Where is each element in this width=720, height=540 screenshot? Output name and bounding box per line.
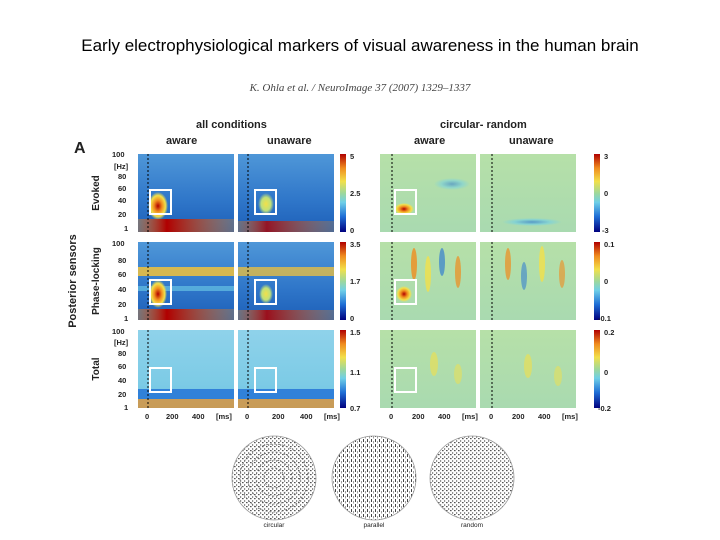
colorbar-tick: 0.1 [604, 240, 615, 249]
colorbar-tick: -0.2 [598, 404, 611, 413]
colorbar-tick: 3.5 [350, 240, 361, 249]
figure-citation: K. Ohla et al. / NeuroImage 37 (2007) 13… [249, 82, 471, 94]
heatmap-evoked-cr-unaware [480, 154, 576, 232]
y-tick: 1 [124, 403, 129, 412]
row-label-phase-locking: Phase-locking [91, 247, 102, 315]
y-tick: 80 [118, 172, 127, 181]
heatmap-grid [138, 154, 600, 408]
col-title-aware-right: aware [414, 135, 446, 147]
colorbar-phase-cr [594, 242, 600, 320]
stimulus-caption-circular: circular [263, 522, 285, 529]
colorbar-tick: 0 [350, 314, 355, 323]
stimulus-caption-parallel: parallel [363, 522, 385, 529]
colorbar-tick: 0.7 [350, 404, 361, 413]
x-tick: 200 [412, 412, 425, 421]
colorbar-total-cr [594, 330, 600, 408]
y-tick: 100 [112, 150, 125, 159]
group-title-all-conditions: all conditions [196, 119, 267, 131]
y-tick: [Hz] [114, 338, 129, 347]
figure-panel-a: A all conditions circular- random aware … [62, 114, 622, 430]
colorbar-evoked-all [340, 154, 346, 232]
colorbar-tick: -0.1 [598, 314, 611, 323]
colorbar-tick: 1.5 [350, 328, 361, 337]
colorbar-total-all [340, 330, 346, 408]
x-tick: [ms] [562, 412, 578, 421]
heatmap-total-all-aware [138, 330, 234, 408]
stimulus-caption-random: random [460, 522, 484, 529]
x-tick: 0 [489, 412, 494, 421]
y-tick: 20 [118, 390, 127, 399]
stimulus-discs [231, 435, 515, 521]
panel-letter: A [74, 140, 86, 157]
group-title-circular-random: circular- random [440, 119, 527, 131]
heatmap-total-cr-aware [380, 330, 476, 408]
heatmap-evoked-all-aware [138, 154, 234, 232]
colorbar-tick: 5 [350, 152, 355, 161]
colorbar-phase-all [340, 242, 346, 320]
x-tick: 200 [166, 412, 179, 421]
y-tick: 40 [118, 376, 127, 385]
x-tick: 200 [512, 412, 525, 421]
y-tick: 1 [124, 224, 129, 233]
colorbar-tick: 0.2 [604, 328, 615, 337]
slide-title: Early electrophysiological markers of vi… [81, 36, 639, 55]
x-tick: [ms] [216, 412, 232, 421]
colorbar-tick: 0 [604, 368, 609, 377]
y-tick: 40 [118, 196, 127, 205]
colorbar-tick: 0 [604, 277, 609, 286]
y-tick: 40 [118, 285, 127, 294]
heatmap-evoked-cr-aware [380, 154, 476, 232]
x-tick: [ms] [324, 412, 340, 421]
heatmap-phase-cr-unaware [480, 242, 576, 320]
colorbar-tick: 0 [350, 226, 355, 235]
y-tick: [Hz] [114, 162, 129, 171]
row-label-total: Total [91, 357, 102, 381]
x-tick: 0 [145, 412, 150, 421]
x-tick: 400 [438, 412, 451, 421]
ylabel-posterior-sensors: Posterior sensors [67, 234, 79, 328]
y-tick: 80 [118, 256, 127, 265]
col-title-unaware-right: unaware [509, 135, 554, 147]
x-tick: 400 [192, 412, 205, 421]
x-tick: 200 [272, 412, 285, 421]
stimulus-parallel [331, 435, 417, 521]
colorbar-tick: 1.7 [350, 277, 361, 286]
colorbar-tick: 1.1 [350, 368, 361, 377]
x-tick: 0 [389, 412, 394, 421]
y-tick: 60 [118, 270, 127, 279]
colorbar-tick: 2.5 [350, 189, 361, 198]
y-tick: 20 [118, 300, 127, 309]
y-tick: 60 [118, 362, 127, 371]
y-tick: 80 [118, 349, 127, 358]
col-title-unaware-left: unaware [267, 135, 312, 147]
y-tick: 100 [112, 239, 125, 248]
y-tick: 60 [118, 184, 127, 193]
stimulus-circular [231, 435, 317, 521]
x-tick: 400 [300, 412, 313, 421]
y-tick: 100 [112, 327, 125, 336]
stimulus-random [429, 435, 515, 521]
x-tick: [ms] [462, 412, 478, 421]
y-tick: 20 [118, 210, 127, 219]
colorbar-tick: 0 [604, 189, 609, 198]
heatmap-phase-all-unaware [238, 242, 334, 320]
x-tick: 400 [538, 412, 551, 421]
heatmap-total-cr-unaware [480, 330, 576, 408]
heatmap-phase-cr-aware [380, 242, 476, 320]
y-tick: 1 [124, 314, 129, 323]
heatmap-phase-all-aware [138, 242, 234, 320]
heatmap-total-all-unaware [238, 330, 334, 408]
col-title-aware-left: aware [166, 135, 198, 147]
x-tick: 0 [245, 412, 250, 421]
heatmap-evoked-all-unaware [238, 154, 334, 232]
colorbar-tick: -3 [602, 226, 609, 235]
stimulus-examples: circular parallel random [230, 434, 520, 538]
colorbar-tick: 3 [604, 152, 609, 161]
row-label-evoked: Evoked [91, 175, 102, 211]
colorbar-evoked-cr [594, 154, 600, 232]
